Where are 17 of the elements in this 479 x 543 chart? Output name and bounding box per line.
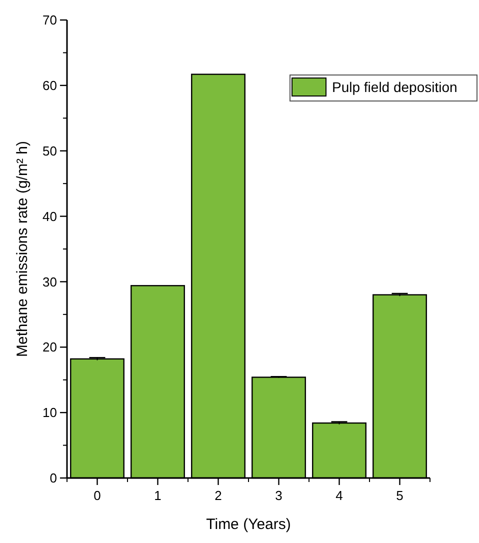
y-tick-label: 50 <box>42 143 57 158</box>
x-axis-title: Time (Years) <box>206 516 291 533</box>
y-tick-label: 60 <box>42 78 57 93</box>
y-tick-label: 40 <box>42 208 57 224</box>
x-tick-label: 3 <box>275 488 282 503</box>
x-tick-label: 5 <box>396 488 404 503</box>
y-tick-label: 0 <box>50 470 57 486</box>
y-tick-label: 20 <box>42 340 57 355</box>
y-axis-title: Methane emissions rate (g/m² h) <box>14 141 31 357</box>
x-tick-label: 2 <box>214 488 222 503</box>
x-tick-label: 0 <box>94 488 101 503</box>
x-tick-label: 1 <box>154 488 162 503</box>
y-tick-label: 30 <box>42 274 57 290</box>
x-tick-label: 4 <box>336 488 343 503</box>
y-tick-label: 70 <box>42 12 57 28</box>
y-tick-label: 10 <box>42 405 57 420</box>
legend-label: Pulp field deposition <box>332 78 458 95</box>
